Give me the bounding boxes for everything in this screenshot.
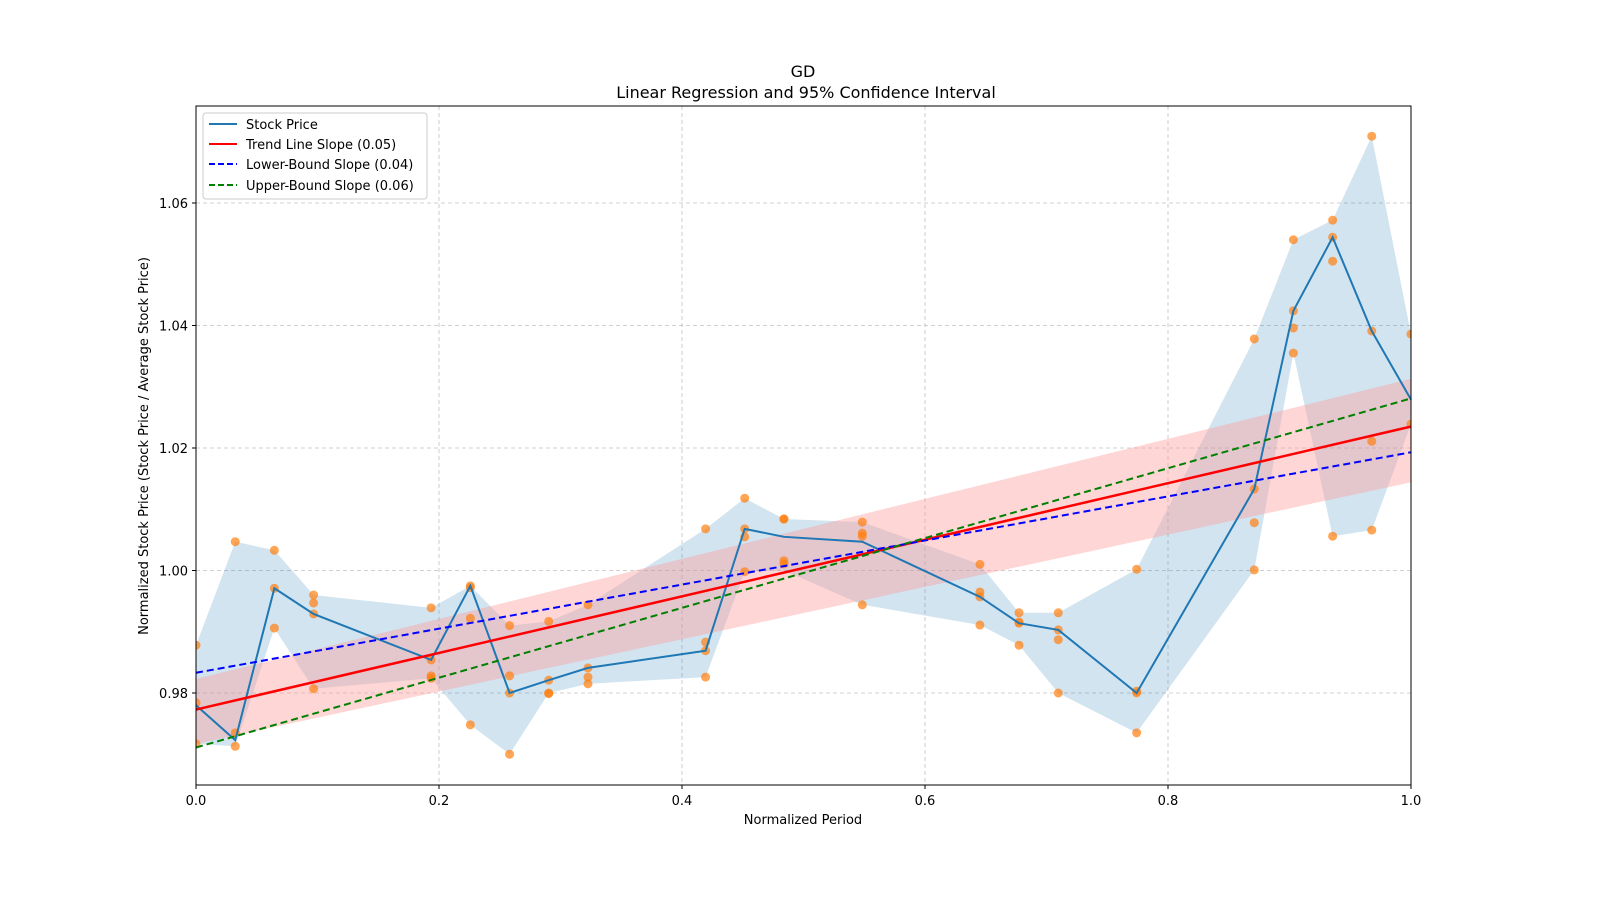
- x-tick-label: 1.0: [1401, 794, 1422, 809]
- y-tick-label: 1.06: [159, 197, 188, 212]
- x-axis-ticks: 0.0 0.2 0.4 0.6 0.8 1.0: [186, 785, 1422, 809]
- scatter-point: [1328, 256, 1338, 266]
- legend-label-lower-bound: Lower-Bound Slope (0.04): [246, 158, 413, 173]
- scatter-point: [701, 672, 711, 682]
- scatter-point: [309, 598, 319, 608]
- legend: Stock Price Trend Line Slope (0.05) Lowe…: [202, 112, 428, 200]
- upper-bound-line: [195, 397, 1412, 749]
- scatter-point: [1132, 728, 1142, 738]
- scatter-point: [1367, 436, 1377, 446]
- plot-frame: [195, 105, 1412, 786]
- scatter-point: [779, 514, 789, 524]
- scatter-point: [857, 600, 867, 610]
- scatter-point: [269, 545, 279, 555]
- scatter-point: [309, 590, 319, 600]
- x-tick-label: 0.2: [429, 794, 450, 809]
- lower-bound-line: [195, 451, 1412, 674]
- series-lines: [195, 234, 1412, 749]
- scatter-point: [1328, 215, 1338, 225]
- scatter-point: [269, 623, 279, 633]
- legend-box: [202, 112, 428, 200]
- scatter-point: [1406, 329, 1411, 339]
- scatter-point: [583, 672, 593, 682]
- scatter-point: [701, 524, 711, 534]
- scatter-point: [309, 684, 319, 694]
- chart-subtitle: Linear Regression and 95% Confidence Int…: [616, 83, 996, 102]
- scatter-point: [1053, 688, 1063, 698]
- y-axis-label: Normalized Stock Price (Stock Price / Av…: [137, 257, 152, 635]
- scatter-point: [1328, 531, 1338, 541]
- scatter-point: [1053, 608, 1063, 618]
- trend-line: [195, 425, 1412, 711]
- scatter-point: [1014, 640, 1024, 650]
- stock-confidence-band: [196, 136, 1411, 755]
- scatter-point: [1367, 525, 1377, 535]
- scatter-point: [505, 749, 515, 759]
- legend-label-stock-price: Stock Price: [246, 118, 318, 133]
- scatter-point: [1053, 635, 1063, 645]
- scatter-point: [1014, 608, 1024, 618]
- scatter-point: [1288, 348, 1298, 358]
- scatter-point: [465, 720, 475, 730]
- stock-price-line: [195, 234, 1412, 742]
- scatter-point: [465, 613, 475, 623]
- scatter-point: [505, 671, 515, 681]
- scatter-point: [1367, 131, 1377, 141]
- scatter-point: [426, 603, 436, 613]
- scatter-point: [1288, 235, 1298, 245]
- scatter-point: [857, 531, 867, 541]
- scatter-point: [975, 559, 985, 569]
- scatter-point: [1249, 518, 1259, 528]
- scatter-point: [230, 741, 240, 751]
- x-tick-label: 0.8: [1158, 794, 1179, 809]
- trend-confidence-band: [196, 378, 1411, 744]
- y-tick-label: 1.02: [159, 442, 188, 457]
- scatter-point: [583, 600, 593, 610]
- y-tick-label: 1.00: [159, 565, 188, 580]
- y-axis-ticks: 0.98 1.00 1.02 1.04 1.06: [159, 197, 196, 702]
- legend-label-upper-bound: Upper-Bound Slope (0.06): [246, 179, 414, 194]
- scatter-point: [230, 537, 240, 547]
- scatter-point: [1249, 334, 1259, 344]
- scatter-point: [740, 493, 750, 503]
- x-tick-label: 0.4: [672, 794, 693, 809]
- scatter-point: [196, 640, 201, 650]
- scatter-point: [505, 621, 515, 631]
- x-tick-label: 0.6: [915, 794, 936, 809]
- scatter-point: [583, 679, 593, 689]
- x-tick-label: 0.0: [186, 794, 207, 809]
- trend-confidence-band-group: [196, 378, 1411, 744]
- scatter-point: [1132, 564, 1142, 574]
- scatter-point: [544, 616, 554, 626]
- scatter-point: [975, 620, 985, 630]
- scatter-point: [544, 689, 554, 699]
- chart-title: GD: [791, 62, 816, 81]
- stock-confidence-band-group: [196, 136, 1411, 755]
- y-tick-label: 1.04: [159, 320, 188, 335]
- scatter-point: [1249, 565, 1259, 575]
- scatter-point: [857, 517, 867, 527]
- legend-label-trend-line: Trend Line Slope (0.05): [245, 138, 396, 153]
- y-tick-label: 0.98: [159, 687, 188, 702]
- x-axis-label: Normalized Period: [744, 813, 862, 828]
